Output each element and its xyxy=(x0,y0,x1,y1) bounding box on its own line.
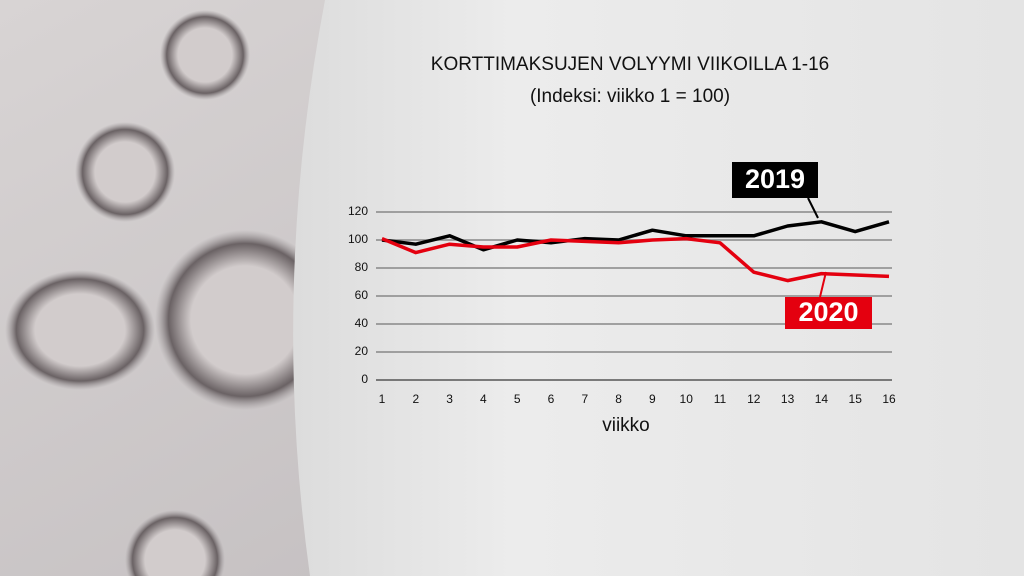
legend-box xyxy=(732,162,818,198)
line-series xyxy=(381,236,890,283)
chart-subtitle: (Indeksi: viikko 1 = 100) xyxy=(530,86,730,107)
x-tick-label: 3 xyxy=(446,392,453,406)
legend-box xyxy=(785,297,872,329)
y-tick-label: 40 xyxy=(355,316,369,330)
legend-label: 2019 xyxy=(745,164,805,194)
x-tick-label: 2 xyxy=(412,392,419,406)
x-tick-label: 15 xyxy=(849,392,863,406)
chart-title: KORTTIMAKSUJEN VOLYYMI VIIKOILLA 1-16 xyxy=(431,54,829,75)
y-tick-label: 20 xyxy=(355,344,369,358)
x-tick-label: 7 xyxy=(581,392,588,406)
chart-panel xyxy=(293,0,1024,576)
x-tick-label: 11 xyxy=(714,392,727,406)
legend-label: 2020 xyxy=(798,297,858,327)
x-tick-label: 8 xyxy=(615,392,622,406)
y-tick-label: 0 xyxy=(361,372,368,386)
y-tick-label: 60 xyxy=(355,288,369,302)
x-tick-label: 16 xyxy=(882,392,896,406)
legend-pointer xyxy=(807,197,819,219)
x-tick-label: 4 xyxy=(480,392,487,406)
y-tick-label: 80 xyxy=(355,260,369,274)
background-decoration xyxy=(5,10,335,581)
x-tick-label: 10 xyxy=(680,392,694,406)
x-tick-label: 14 xyxy=(815,392,829,406)
x-tick-label: 13 xyxy=(781,392,795,406)
line-series xyxy=(381,220,890,252)
x-axis-label: viikko xyxy=(602,415,650,436)
x-tick-label: 9 xyxy=(649,392,656,406)
x-tick-label: 12 xyxy=(747,392,761,406)
x-tick-label: 6 xyxy=(548,392,555,406)
y-tick-label: 100 xyxy=(348,232,368,246)
x-tick-label: 5 xyxy=(514,392,521,406)
legend-pointer xyxy=(819,271,827,298)
y-tick-label: 120 xyxy=(348,204,368,218)
x-tick-label: 1 xyxy=(379,392,386,406)
